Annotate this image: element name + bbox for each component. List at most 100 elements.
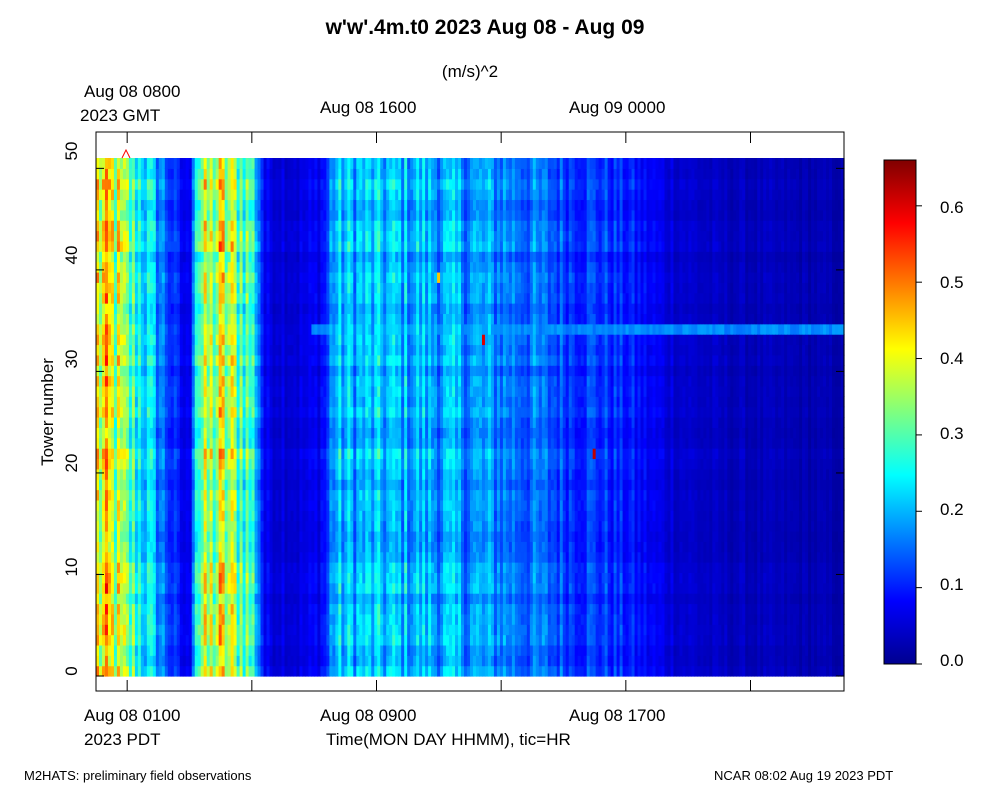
heatmap-cell [323,520,327,532]
heatmap-cell [233,551,238,563]
heatmap-cell [380,334,384,346]
heatmap-cell [344,634,348,646]
heatmap-cell [314,582,319,594]
heatmap-cell [308,468,313,480]
heatmap-cell [200,530,205,542]
heatmap-cell [203,209,208,221]
heatmap-cell [389,489,393,501]
heatmap-cell [197,437,202,449]
heatmap-cell [296,582,301,594]
heatmap-cell [96,624,100,636]
heatmap-cell [269,334,274,346]
heatmap-cell [263,199,268,211]
heatmap-cell [96,458,100,470]
heatmap-cell [263,655,268,667]
heatmap-cell [392,178,396,190]
heatmap-cell [374,582,378,594]
heatmap-cell [266,178,271,190]
heatmap-cell [281,541,286,553]
heatmap-cell [365,189,369,201]
heatmap-cell [119,240,124,252]
heatmap-cell [350,282,354,294]
heatmap-cell [302,499,307,511]
heatmap-cell [248,158,253,169]
heatmap-cell [263,510,268,522]
heatmap-cell [146,458,151,470]
heatmap-cell [215,220,220,232]
heatmap-cell [365,230,369,242]
heatmap-cell [233,158,238,169]
heatmap-cell [356,613,360,625]
heatmap-cell [110,468,115,480]
heatmap-cell [362,572,366,584]
heatmap-cell [392,271,396,283]
heatmap-cell [224,634,229,646]
heatmap-cell [164,655,169,667]
heatmap-cell [314,344,319,356]
heatmap-cell [161,613,166,625]
heatmap-cell [215,613,220,625]
heatmap-cell [206,240,211,252]
heatmap-cell [311,551,316,563]
heatmap-cell [134,468,139,480]
heatmap-cell [335,665,339,677]
heatmap-cell [110,271,115,283]
heatmap-cell [152,593,157,605]
heatmap-cell [314,282,319,294]
heatmap-cell [293,499,298,511]
heatmap-cell [164,551,169,563]
heatmap-cell [317,303,321,314]
heatmap-cell [338,168,342,180]
heatmap-cell [179,199,184,211]
heatmap-cell [329,644,333,656]
heatmap-cell [254,303,259,314]
heatmap-cell [305,396,310,408]
heatmap-cell [96,468,100,480]
heatmap-cell [167,292,172,304]
heatmap-cell [383,562,387,573]
heatmap-cell [203,199,208,211]
heatmap-cell [209,199,214,211]
heatmap-cell [353,313,357,325]
heatmap-cell [362,292,366,304]
heatmap-cell [101,230,106,242]
heatmap-cell [131,427,136,439]
heatmap-cell [134,251,139,263]
heatmap-cell [314,551,319,563]
heatmap-cell [152,520,157,532]
heatmap-cell [188,344,193,356]
heatmap-cell [311,303,316,314]
heatmap-cell [218,448,223,460]
heatmap-cell [125,313,130,325]
heatmap-cell [293,448,298,460]
heatmap-cell [362,479,366,491]
heatmap-cell [386,189,390,201]
heatmap-cell [143,292,148,304]
heatmap-cell [281,396,286,408]
heatmap-cell [236,655,241,667]
heatmap-cell [203,251,208,263]
heatmap-cell [227,562,232,573]
heatmap-cell [209,510,214,522]
heatmap-cell [155,199,160,211]
heatmap-cell [386,655,390,667]
heatmap-cell [245,189,250,201]
heatmap-cell [140,520,145,532]
heatmap-cell [125,230,130,242]
heatmap-cell [260,624,265,636]
heatmap-cell [329,178,333,190]
heatmap-cell [212,510,217,522]
heatmap-cell [206,375,211,387]
heatmap-cell [188,354,193,366]
heatmap-cell [332,582,336,594]
heatmap-cell [173,240,178,252]
heatmap-cell [308,634,313,646]
heatmap-cell [386,448,390,460]
heatmap-cell [362,230,366,242]
heatmap-cell [299,261,304,273]
heatmap-cell [281,271,286,283]
heatmap-cell [146,354,151,366]
heatmap-cell [269,313,274,325]
heatmap-cell [362,437,366,449]
heatmap-cell [182,624,187,636]
